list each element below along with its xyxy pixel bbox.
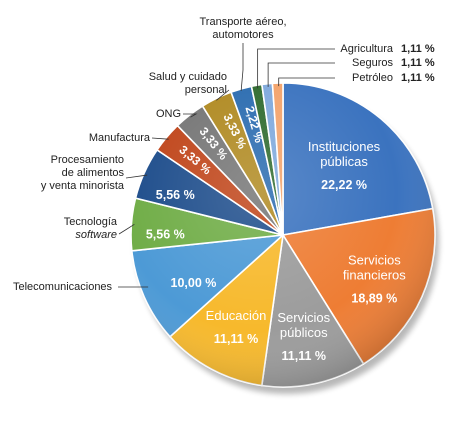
slice-label-servicios-publicos-1: públicos (280, 325, 328, 340)
label-procesamiento-de-alimentos-y-venta-minorista-2: y venta minorista (41, 180, 125, 192)
label-transporte-aereo-automotores-0: Transporte aéreo, (199, 16, 286, 28)
slice-value-servicios-publicos: 11,11 % (282, 349, 327, 363)
value-seguros: 1,11 % (401, 57, 435, 69)
slice-value-servicios-financieros: 18,89 % (351, 292, 397, 306)
leader-seguros (267, 62, 335, 87)
value-agricultura: 1,11 % (401, 43, 435, 55)
label-agricultura: Agricultura (340, 43, 393, 55)
leader-procesamiento-de-alimentos-y-venta-minorista (125, 174, 148, 179)
label-procesamiento-de-alimentos-y-venta-minorista-1: de alimentos (62, 167, 125, 179)
label-tecnologia-italic: software (75, 229, 117, 241)
leader-salud-y-cuidado-personal (216, 89, 230, 101)
slice-value-educacion: 11,11 % (214, 332, 259, 346)
slice-value-telecomunicaciones: 10,00 % (171, 276, 217, 290)
label-ong: ONG (156, 108, 181, 120)
slice-label-instituciones-publicas-0: Instituciones (308, 139, 381, 154)
label-tecnologia: Tecnología (64, 216, 118, 228)
leader-manufactura (151, 137, 169, 140)
label-salud-y-cuidado-personal-0: Salud y cuidado (149, 71, 227, 83)
label-transporte-aereo-automotores-1: automotores (212, 29, 274, 41)
label-manufactura: Manufactura (89, 132, 151, 144)
slice-label-servicios-financieros-1: financieros (343, 268, 406, 283)
value-petroleo: 1,11 % (401, 72, 435, 84)
slice-label-educacion-0: Educación (206, 308, 267, 323)
slice-label-instituciones-publicas-1: públicas (320, 154, 368, 169)
label-petroleo: Petróleo (352, 72, 393, 84)
leader-petroleo (278, 77, 335, 87)
slice-value-tecnologia: 5,56 % (146, 228, 185, 242)
label-seguros: Seguros (352, 57, 393, 69)
slice-label-servicios-publicos-0: Servicios (277, 310, 330, 325)
leader-agricultura (257, 48, 335, 89)
label-procesamiento-de-alimentos-y-venta-minorista-0: Procesamiento (51, 154, 124, 166)
leader-ong (183, 113, 198, 118)
slice-value-procesamiento-de-alimentos-y-venta-minorista: 5,56 % (156, 188, 195, 202)
slice-value-instituciones-publicas: 22,22 % (321, 178, 367, 192)
label-telecomunicaciones: Telecomunicaciones (13, 281, 113, 293)
leader-transporte-aereo-automotores (240, 43, 244, 91)
leader-tecnologia (118, 223, 135, 235)
label-salud-y-cuidado-personal-1: personal (185, 84, 227, 96)
slice-label-servicios-financieros-0: Servicios (348, 253, 401, 268)
